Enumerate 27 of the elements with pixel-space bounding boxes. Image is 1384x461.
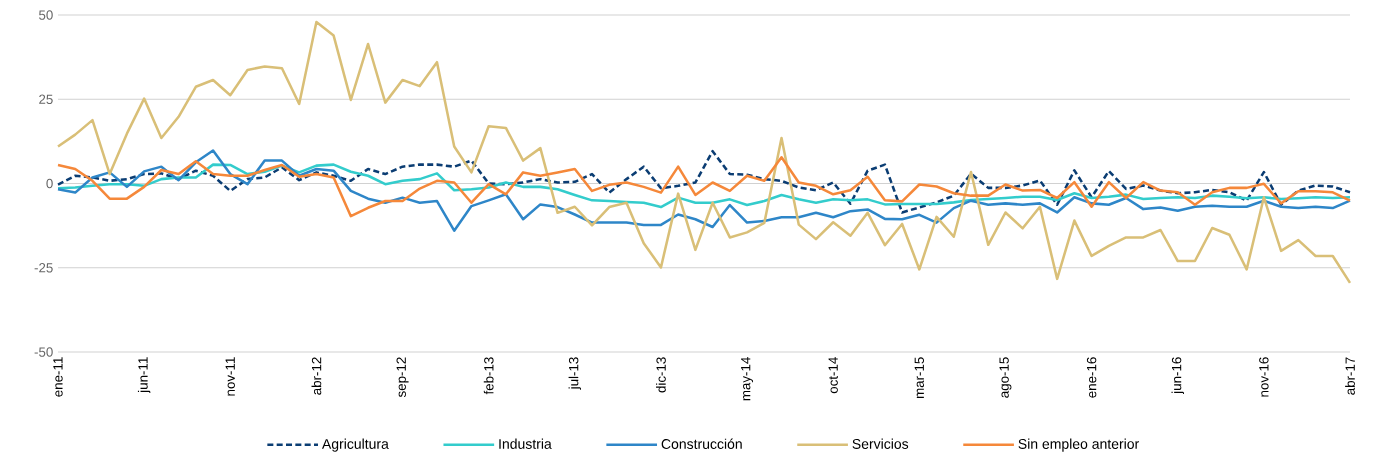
legend-label: Industria: [499, 438, 552, 449]
legend-label: Servicios: [852, 438, 909, 449]
y-tick-label: 50: [39, 10, 53, 20]
x-tick-label: feb-13: [483, 357, 494, 395]
x-tick-label: jul-13: [568, 357, 582, 390]
x-tick-label: may-14: [741, 357, 754, 401]
y-tick-label: 0: [46, 178, 53, 189]
x-tick-label: abr-17: [1345, 357, 1355, 395]
x-tick-label: ene-11: [53, 357, 63, 397]
x-tick-label: mar-15: [914, 357, 924, 399]
x-tick-label: ene-16: [1086, 357, 1097, 398]
line-series: [56, 20, 1352, 285]
x-tick-label: nov-16: [1259, 357, 1269, 397]
legend-label: Agricultura: [321, 438, 389, 452]
x-tick-label: jun-16: [1171, 357, 1184, 395]
x-tick-label: abr-12: [311, 357, 322, 395]
y-tick-label: 25: [39, 94, 53, 104]
x-tick-label: jun-11: [137, 357, 151, 394]
x-tick-label: nov-11: [225, 357, 235, 396]
y-tick-label: -25: [34, 263, 53, 273]
x-tick-label: sep-12: [396, 357, 409, 398]
y-tick-label: -50: [34, 347, 53, 357]
legend-label: Construcción: [661, 438, 742, 449]
legend-label: Sin empleo anterior: [1018, 438, 1139, 452]
x-tick-label: oct-14: [828, 357, 838, 394]
x-tick-label: ago-15: [999, 357, 1012, 398]
x-tick-label: dic-13: [656, 357, 666, 393]
